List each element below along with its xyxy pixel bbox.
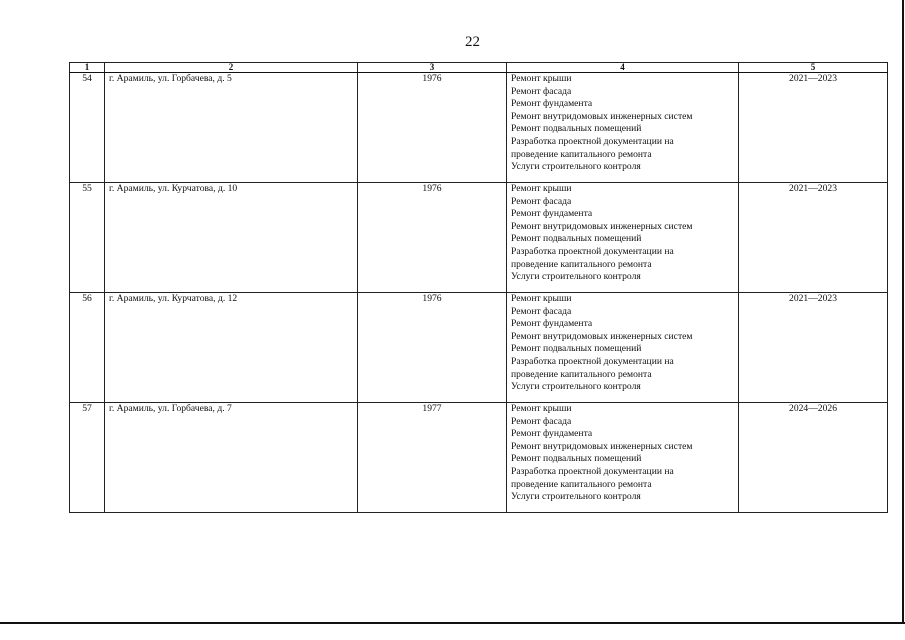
- table-row: 54 г. Арамиль, ул. Горбачева, д. 5 1976 Рем…: [69, 72, 888, 183]
- work-item: проведение капитального ремонта: [511, 368, 652, 380]
- repair-schedule-table: 1 2 3 4 5 54 г. Арамиль, ул. Горбачева, д…: [69, 62, 888, 513]
- work-item: Ремонт фасада: [511, 85, 572, 97]
- period-cell: 2021—2023: [738, 72, 888, 183]
- work-item: Ремонт внутридомовых инженерных систем: [511, 330, 693, 342]
- table-row: 55 г. Арамиль, ул. Курчатова, д. 10 1976 Ре…: [69, 182, 888, 293]
- work-item: Услуги строительного контроля: [511, 381, 641, 393]
- work-item: Ремонт крыши: [511, 183, 572, 194]
- work-item: Ремонт крыши: [511, 403, 572, 414]
- work-item: проведение капитального ремонта: [511, 148, 652, 160]
- work-item: Ремонт фасада: [511, 195, 572, 207]
- works-cell: Ремонт крыши Ремонт фасада Ремонт фундамен…: [506, 182, 739, 293]
- work-item: Услуги строительного контроля: [511, 491, 641, 503]
- work-item: Ремонт фасада: [511, 305, 572, 317]
- header-col-2: 2: [104, 62, 358, 73]
- work-item: Ремонт подвальных помещений: [511, 233, 642, 245]
- year-cell: 1976: [357, 182, 507, 293]
- scan-border-right: [902, 0, 904, 624]
- header-row: 1 2 3 4 5: [69, 62, 888, 73]
- header-col-3: 3: [357, 62, 507, 73]
- work-item: Разработка проектной документации на: [511, 135, 674, 147]
- work-item: Ремонт подвальных помещений: [511, 343, 642, 355]
- work-item: проведение капитального ремонта: [511, 478, 652, 490]
- work-item: Ремонт фундамента: [511, 208, 593, 220]
- work-item: Разработка проектной документации на: [511, 465, 674, 477]
- scan-border-bottom: [0, 622, 905, 624]
- work-item: Ремонт фундамента: [511, 98, 593, 110]
- header-col-1: 1: [69, 62, 105, 73]
- works-cell: Ремонт крыши Ремонт фасада Ремонт фундамен…: [506, 402, 739, 513]
- period-cell: 2021—2023: [738, 292, 888, 403]
- work-item: Ремонт фундамента: [511, 428, 593, 440]
- page-number: 22: [465, 34, 480, 50]
- work-item: Ремонт внутридомовых инженерных систем: [511, 440, 693, 452]
- work-item: Ремонт внутридомовых инженерных систем: [511, 110, 693, 122]
- works-cell: Ремонт крыши Ремонт фасада Ремонт фундамен…: [506, 72, 739, 183]
- work-item: Разработка проектной документации на: [511, 355, 674, 367]
- work-item: Услуги строительного контроля: [511, 161, 641, 173]
- work-item: Услуги строительного контроля: [511, 271, 641, 283]
- work-item: Ремонт внутридомовых инженерных систем: [511, 220, 693, 232]
- row-number: 57: [69, 402, 105, 513]
- row-number: 56: [69, 292, 105, 403]
- year-cell: 1977: [357, 402, 507, 513]
- work-item: Ремонт подвальных помещений: [511, 453, 642, 465]
- period-cell: 2021—2023: [738, 182, 888, 293]
- work-item: Ремонт крыши: [511, 293, 572, 304]
- table-row: 57 г. Арамиль, ул. Горбачева, д. 7 1977 Рем…: [69, 402, 888, 513]
- work-item: Ремонт крыши: [511, 73, 572, 84]
- row-number: 55: [69, 182, 105, 293]
- work-item: Ремонт фасада: [511, 415, 572, 427]
- header-col-4: 4: [506, 62, 739, 73]
- work-item: Разработка проектной документации на: [511, 245, 674, 257]
- address-cell: г. Арамиль, ул. Горбачева, д. 5: [104, 72, 358, 183]
- year-cell: 1976: [357, 72, 507, 183]
- work-item: Ремонт подвальных помещений: [511, 123, 642, 135]
- address-cell: г. Арамиль, ул. Горбачева, д. 7: [104, 402, 358, 513]
- row-number: 54: [69, 72, 105, 183]
- work-item: проведение капитального ремонта: [511, 258, 652, 270]
- header-col-5: 5: [738, 62, 888, 73]
- year-cell: 1976: [357, 292, 507, 403]
- period-cell: 2024—2026: [738, 402, 888, 513]
- works-cell: Ремонт крыши Ремонт фасада Ремонт фундамен…: [506, 292, 739, 403]
- address-cell: г. Арамиль, ул. Курчатова, д. 10: [104, 182, 358, 293]
- work-item: Ремонт фундамента: [511, 318, 593, 330]
- address-cell: г. Арамиль, ул. Курчатова, д. 12: [104, 292, 358, 403]
- table-row: 56 г. Арамиль, ул. Курчатова, д. 12 1976 Ре…: [69, 292, 888, 403]
